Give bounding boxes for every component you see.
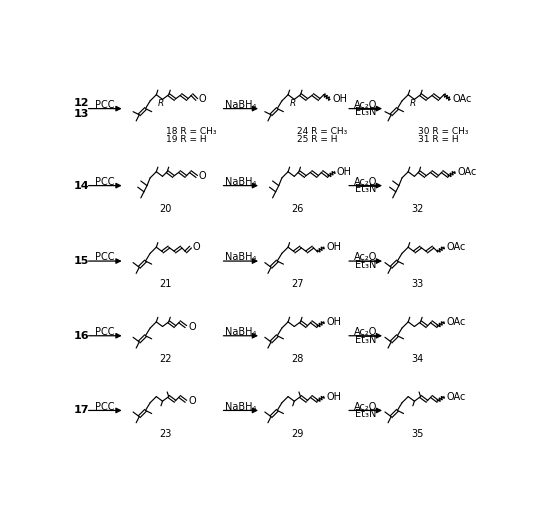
Text: OH: OH <box>326 317 341 327</box>
Text: O: O <box>188 321 196 332</box>
Text: OAc: OAc <box>446 317 465 327</box>
Text: 17: 17 <box>73 406 89 415</box>
Text: 18 R = CH₃: 18 R = CH₃ <box>166 127 216 136</box>
Text: 25 R = H: 25 R = H <box>298 135 338 144</box>
Text: OH: OH <box>332 94 347 105</box>
Text: NaBH₄: NaBH₄ <box>225 401 256 412</box>
Text: 23: 23 <box>160 428 172 438</box>
Text: 14: 14 <box>73 180 89 191</box>
Text: OH: OH <box>337 167 352 177</box>
Text: 28: 28 <box>291 354 304 364</box>
Text: Et₃N: Et₃N <box>355 409 376 419</box>
Text: R: R <box>410 99 416 109</box>
Text: 24 R = CH₃: 24 R = CH₃ <box>298 127 348 136</box>
Text: Ac₂O: Ac₂O <box>354 177 377 187</box>
Text: OAc: OAc <box>446 242 465 252</box>
Text: Ac₂O: Ac₂O <box>354 100 377 110</box>
Text: R: R <box>290 99 296 109</box>
Text: OH: OH <box>326 242 341 252</box>
Text: 35: 35 <box>411 428 424 438</box>
Text: PCC: PCC <box>96 100 115 110</box>
Text: 26: 26 <box>291 204 304 214</box>
Text: 32: 32 <box>411 204 424 214</box>
Text: 21: 21 <box>160 279 172 289</box>
Text: 12
13: 12 13 <box>73 98 89 120</box>
Text: OAc: OAc <box>457 167 476 177</box>
Text: NaBH₄: NaBH₄ <box>225 177 256 187</box>
Text: PCC: PCC <box>96 401 115 412</box>
Text: 16: 16 <box>73 331 89 341</box>
Text: O: O <box>188 396 196 406</box>
Text: 33: 33 <box>411 279 424 289</box>
Text: O: O <box>199 172 207 181</box>
Text: OAc: OAc <box>446 392 465 401</box>
Text: NaBH₄: NaBH₄ <box>225 327 256 337</box>
Text: 20: 20 <box>160 204 172 214</box>
Text: PCC: PCC <box>96 327 115 337</box>
Text: R: R <box>158 99 164 109</box>
Text: 27: 27 <box>291 279 304 289</box>
Text: NaBH₄: NaBH₄ <box>225 252 256 262</box>
Text: Et₃N: Et₃N <box>355 334 376 345</box>
Text: Ac₂O: Ac₂O <box>354 401 377 412</box>
Text: O: O <box>192 242 200 252</box>
Text: 22: 22 <box>160 354 172 364</box>
Text: Et₃N: Et₃N <box>355 108 376 118</box>
Text: Ac₂O: Ac₂O <box>354 252 377 262</box>
Text: O: O <box>199 94 207 105</box>
Text: 31 R = H: 31 R = H <box>417 135 458 144</box>
Text: PCC: PCC <box>96 177 115 187</box>
Text: PCC: PCC <box>96 252 115 262</box>
Text: 30 R = CH₃: 30 R = CH₃ <box>417 127 468 136</box>
Text: Et₃N: Et₃N <box>355 185 376 194</box>
Text: Ac₂O: Ac₂O <box>354 327 377 337</box>
Text: 19 R = H: 19 R = H <box>166 135 206 144</box>
Text: 29: 29 <box>291 428 304 438</box>
Text: 34: 34 <box>411 354 424 364</box>
Text: NaBH₄: NaBH₄ <box>225 100 256 110</box>
Text: OH: OH <box>326 392 341 401</box>
Text: OAc: OAc <box>452 94 472 105</box>
Text: 15: 15 <box>73 256 89 266</box>
Text: Et₃N: Et₃N <box>355 260 376 270</box>
